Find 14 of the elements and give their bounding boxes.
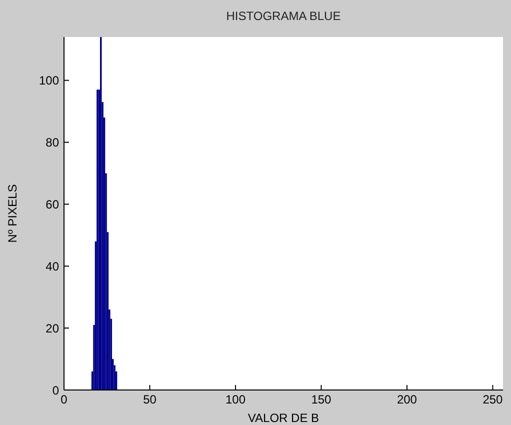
y-tick-label: 100 [38,74,60,88]
y-tick-label: 80 [46,136,60,150]
x-tick-label: 150 [311,392,332,407]
y-axis-title: Nº PIXELS [5,184,20,243]
y-tick-label: 20 [46,321,60,336]
x-tick-label: 100 [225,392,246,407]
chart-title: HISTOGRAMA BLUE [225,9,342,23]
y-tick-label: 40 [46,259,60,274]
x-axis-title: VALOR DE B [248,411,320,425]
y-tick-label: 60 [46,197,60,212]
x-tick-label: 250 [482,392,504,407]
x-tick-label: 200 [396,392,418,407]
x-tick-label: 50 [143,392,157,407]
y-tick-label: 0 [52,383,60,398]
